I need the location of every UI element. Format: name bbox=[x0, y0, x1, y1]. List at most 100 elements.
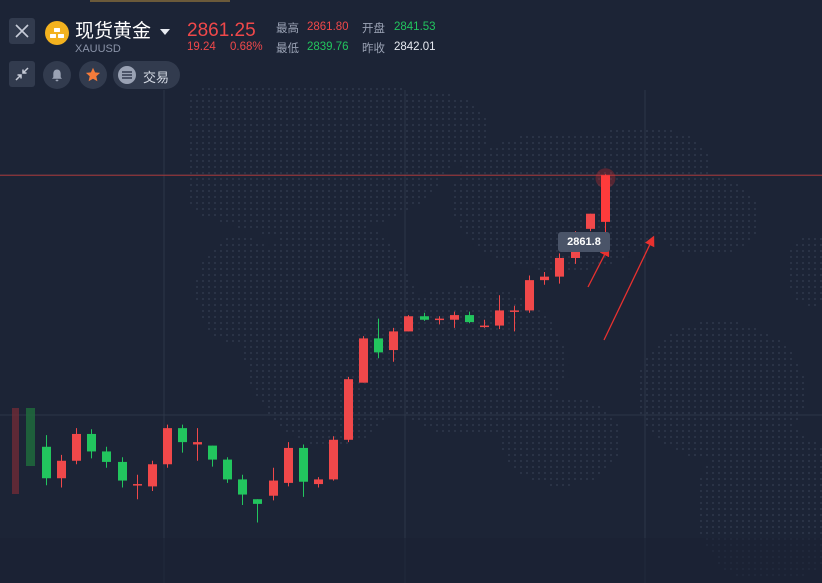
candle-body bbox=[72, 433, 81, 461]
left-volume-bar-green bbox=[26, 408, 35, 466]
trade-label: 交易 bbox=[143, 71, 170, 86]
price-change-percent: 0.68% bbox=[230, 41, 263, 53]
candle-body bbox=[465, 315, 474, 323]
candle bbox=[540, 271, 549, 285]
candle-body bbox=[163, 428, 172, 465]
candle-body bbox=[480, 325, 489, 328]
candle-body bbox=[253, 499, 262, 504]
candle bbox=[269, 467, 278, 501]
candle-body bbox=[540, 276, 549, 281]
candle bbox=[148, 460, 157, 492]
candle-body bbox=[87, 433, 96, 452]
star-icon bbox=[85, 67, 101, 82]
candle-body bbox=[586, 213, 595, 229]
prev-close-label: 昨收 bbox=[362, 41, 385, 55]
candle bbox=[465, 311, 474, 324]
candle bbox=[389, 327, 398, 362]
high-label: 最高 bbox=[276, 21, 299, 35]
candle bbox=[435, 316, 444, 325]
low-label: 最低 bbox=[276, 41, 299, 55]
candle-body bbox=[374, 338, 383, 353]
candle bbox=[57, 454, 66, 488]
candle bbox=[344, 376, 353, 443]
candle-body bbox=[525, 280, 534, 311]
high-value: 2861.80 bbox=[307, 21, 349, 33]
candle bbox=[480, 319, 489, 328]
trend-arrow-long bbox=[603, 235, 655, 341]
candle bbox=[118, 457, 127, 488]
candle bbox=[374, 318, 383, 359]
candle-body bbox=[102, 451, 111, 462]
candle bbox=[314, 477, 323, 488]
candle bbox=[178, 424, 187, 453]
chart-grid bbox=[0, 90, 822, 583]
candle bbox=[238, 474, 247, 506]
candle bbox=[133, 474, 142, 500]
chart-bottom-band bbox=[0, 538, 822, 583]
candle bbox=[253, 499, 262, 523]
candle bbox=[163, 424, 172, 468]
last-price: 2861.25 bbox=[187, 20, 256, 41]
candle bbox=[450, 311, 459, 328]
symbol-name[interactable]: 现货黄金 bbox=[75, 20, 152, 42]
candle-body bbox=[57, 460, 66, 479]
candle-body bbox=[495, 310, 504, 326]
alert-button[interactable] bbox=[43, 61, 71, 89]
candle bbox=[420, 312, 429, 321]
candle bbox=[525, 275, 534, 313]
top-accent-bar bbox=[90, 0, 230, 2]
candle-body bbox=[269, 480, 278, 496]
candle-body bbox=[238, 479, 247, 495]
chevron-down-icon[interactable] bbox=[160, 29, 170, 35]
candle-body bbox=[420, 316, 429, 320]
candle-body bbox=[208, 445, 217, 460]
candle-body bbox=[148, 464, 157, 487]
candle-body bbox=[344, 379, 353, 440]
candle-body bbox=[359, 338, 368, 383]
collapse-arrows-icon bbox=[15, 67, 29, 81]
gold-coin-icon bbox=[45, 21, 69, 45]
candle-body bbox=[389, 331, 398, 351]
chart-overlay bbox=[0, 168, 822, 494]
world-map-background bbox=[190, 88, 822, 576]
trade-button[interactable]: 交易 bbox=[113, 61, 180, 89]
open-value: 2841.53 bbox=[394, 21, 436, 33]
candle-body bbox=[223, 459, 232, 480]
bell-icon bbox=[52, 69, 62, 82]
candle bbox=[102, 446, 111, 468]
symbol-code: XAUUSD bbox=[75, 43, 121, 55]
candle bbox=[208, 445, 217, 467]
candle-body bbox=[118, 461, 127, 481]
open-label: 开盘 bbox=[362, 21, 385, 35]
candle-body bbox=[284, 447, 293, 483]
candle-body bbox=[329, 439, 338, 480]
candle bbox=[586, 213, 595, 232]
candle bbox=[87, 429, 96, 459]
candle bbox=[223, 457, 232, 483]
left-volume-bar-red bbox=[12, 408, 19, 494]
candle bbox=[510, 305, 519, 332]
current-price-tag: 2861.8 bbox=[558, 232, 610, 252]
trend-arrow-short bbox=[587, 245, 610, 288]
map-dots bbox=[190, 88, 822, 576]
candle-body bbox=[404, 316, 413, 332]
candle-body bbox=[299, 447, 308, 482]
candle bbox=[284, 442, 293, 487]
close-button[interactable] bbox=[9, 18, 35, 44]
candle-body bbox=[193, 442, 202, 445]
candle bbox=[42, 435, 51, 486]
candle bbox=[329, 436, 338, 481]
candle-body bbox=[42, 446, 51, 479]
favorite-button[interactable] bbox=[79, 61, 107, 89]
candle bbox=[299, 444, 308, 497]
candle-body bbox=[133, 484, 142, 486]
candle bbox=[193, 428, 202, 461]
candle bbox=[359, 336, 368, 383]
candle-body bbox=[435, 318, 444, 321]
candle-body bbox=[555, 257, 564, 277]
candle-body bbox=[314, 479, 323, 485]
candles-layer bbox=[42, 213, 595, 523]
collapse-button[interactable] bbox=[9, 61, 35, 87]
